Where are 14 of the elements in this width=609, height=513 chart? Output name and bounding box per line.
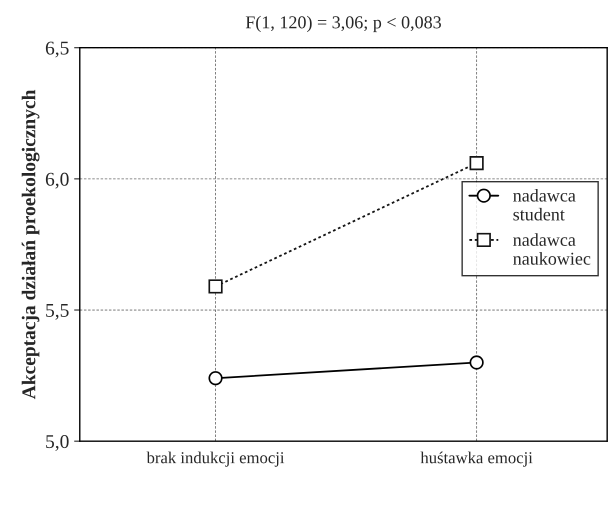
y-tick-label: 5,5: [46, 304, 69, 320]
point: [208, 279, 223, 294]
legend-label: nadawca naukowiec: [513, 233, 590, 265]
y-axis-title: Akceptacja działań proekologicznych: [22, 90, 40, 400]
y-tick-label: 5,0: [46, 434, 69, 451]
x-tick-label: brak indukcji emocji: [146, 452, 284, 467]
point: [208, 371, 223, 386]
y-tick-label: 6,5: [46, 42, 69, 58]
point: [470, 156, 484, 170]
chart-title: F(1, 120) = 3,06; p < 0,083: [246, 16, 441, 32]
legend-label: nadawca student: [513, 188, 576, 221]
x-tick-label: huśtawka emocji: [420, 452, 533, 467]
point: [470, 355, 484, 370]
y-tick-label: 6,0: [46, 172, 69, 189]
